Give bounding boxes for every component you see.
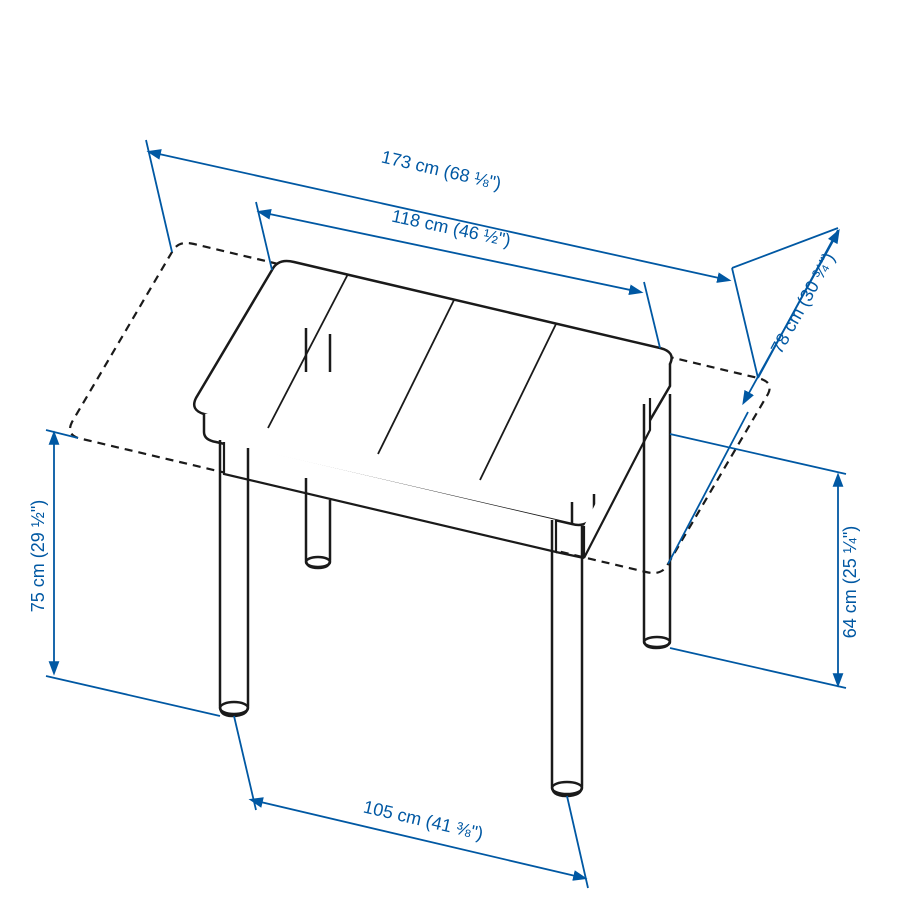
table-dimension-diagram: 173 cm (68 ⅛") 118 cm (46 ½") 78 cm (30 … [0,0,900,900]
label-height-total: 75 cm (29 ½") [28,500,48,612]
dim-leg-span [234,716,588,888]
label-height-clearance: 64 cm (25 ¼") [840,526,860,638]
dim-height-clearance [670,434,846,688]
label-width: 78 cm (30 ¾") [767,249,839,357]
label-leg-span: 105 cm (41 ⅜") [361,797,485,844]
label-length-extended: 173 cm (68 ⅛") [379,147,503,194]
main-tabletop-outline [194,261,671,525]
dim-height-total [46,430,220,716]
